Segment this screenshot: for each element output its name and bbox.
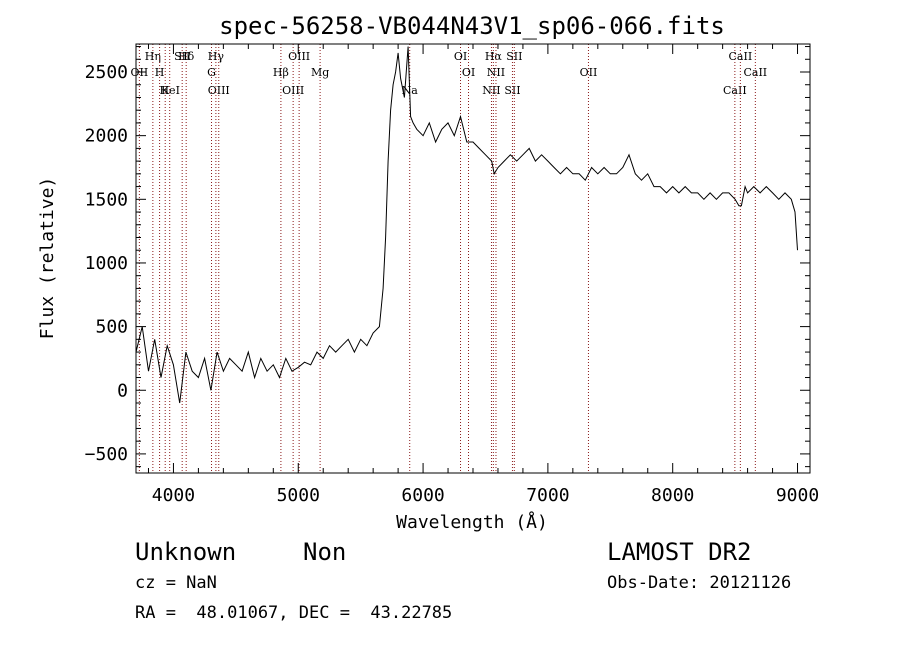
line-marker-label: SII bbox=[504, 84, 520, 97]
line-marker-label: OII bbox=[580, 66, 598, 79]
y-tick-label: −500 bbox=[85, 444, 128, 465]
x-tick-label: 4000 bbox=[152, 485, 195, 506]
y-tick-label: 1500 bbox=[85, 189, 128, 210]
line-marker-label: OIII bbox=[288, 50, 310, 63]
y-tick-label: 500 bbox=[95, 317, 128, 338]
x-tick-label: 8000 bbox=[651, 485, 694, 506]
line-marker-label: Mg bbox=[311, 66, 329, 79]
line-marker-label: OIII bbox=[282, 84, 304, 97]
x-tick-label: 6000 bbox=[401, 485, 444, 506]
line-marker-label: NII bbox=[487, 66, 505, 79]
y-tick-label: 2500 bbox=[85, 62, 128, 83]
line-marker-label: SII bbox=[506, 50, 522, 63]
y-tick-label: 2000 bbox=[85, 126, 128, 147]
line-marker-label: CaII bbox=[743, 66, 767, 79]
y-tick-label: 1000 bbox=[85, 253, 128, 274]
line-marker-label: G bbox=[207, 66, 216, 79]
line-marker-label: Hη bbox=[145, 50, 161, 63]
x-tick-label: 9000 bbox=[776, 485, 819, 506]
emission-line-markers: HηHKHδGOIIIHγOIIHeISIIHβOIIIOIIIMgNaOIOI… bbox=[131, 44, 767, 473]
class-label: Unknown bbox=[135, 538, 237, 566]
subclass-label: Non bbox=[303, 538, 347, 566]
chart-title: spec-56258-VB044N43V1_sp06-066.fits bbox=[219, 12, 725, 40]
line-marker-label: NII bbox=[482, 84, 500, 97]
line-marker-label: OI bbox=[462, 66, 475, 79]
spectrum-line bbox=[135, 46, 798, 404]
x-axis-ticks: 4000 5000 6000 7000 8000 9000 bbox=[147, 44, 819, 506]
line-marker-label: Hα bbox=[485, 50, 503, 63]
y-tick-label: 0 bbox=[117, 380, 128, 401]
line-marker-label: Hγ bbox=[208, 50, 225, 63]
ra-dec: RA = 48.01067, DEC = 43.22785 bbox=[135, 603, 453, 623]
obs-date: Obs-Date: 20121126 bbox=[607, 573, 792, 593]
y-axis-label: Flux (relative) bbox=[37, 177, 58, 340]
spectrum-chart: spec-56258-VB044N43V1_sp06-066.fits Hη HK… bbox=[37, 12, 819, 533]
cz-value: cz = NaN bbox=[135, 573, 217, 593]
line-marker-label: K bbox=[161, 84, 170, 97]
x-tick-label: 5000 bbox=[277, 485, 320, 506]
line-marker-label: CaII bbox=[723, 84, 747, 97]
line-marker-label: Hβ bbox=[273, 66, 289, 79]
line-marker-label: HeI bbox=[159, 84, 179, 97]
x-axis-label: Wavelength (Å) bbox=[396, 511, 548, 533]
line-marker-label: OI bbox=[454, 50, 467, 63]
plot-frame bbox=[135, 43, 811, 474]
survey-label: LAMOST DR2 bbox=[607, 538, 752, 566]
line-marker-label: H bbox=[155, 66, 165, 79]
line-marker-label: OIII bbox=[208, 84, 230, 97]
line-marker-label: SII bbox=[174, 50, 190, 63]
y-axis-ticks: −500 0 500 1000 1500 2000 2500 bbox=[85, 46, 810, 468]
line-marker-label: CaII bbox=[729, 50, 753, 63]
x-tick-label: 7000 bbox=[526, 485, 569, 506]
